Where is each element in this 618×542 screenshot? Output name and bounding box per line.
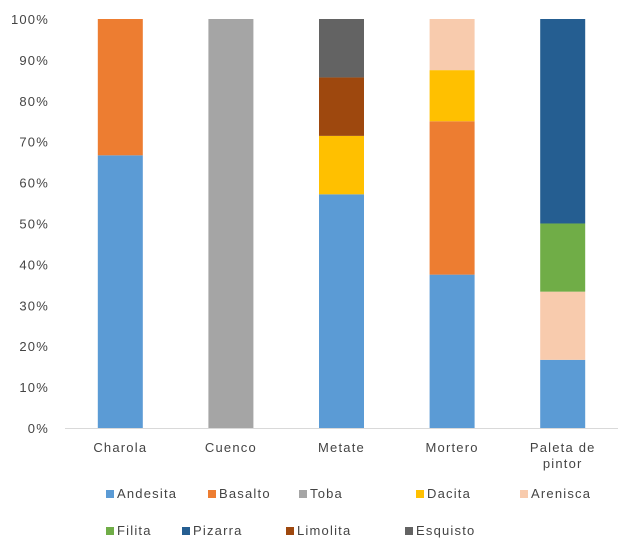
x-category-label: Paleta de pintor: [530, 440, 596, 471]
bar-segment-andesita: [97, 155, 143, 428]
legend-swatch: [286, 527, 294, 535]
bar-segment-toba: [208, 19, 254, 428]
y-tick-label: 100%: [11, 12, 49, 27]
bar-segment-filita: [540, 223, 586, 292]
legend-label: Dacita: [427, 486, 471, 501]
legend-label: Pizarra: [193, 523, 243, 538]
legend-item-filita: Filita: [106, 523, 152, 538]
bar-segment-basalto: [97, 19, 143, 156]
bar-segment-limolita: [319, 77, 364, 136]
x-category-label: Metate: [318, 440, 365, 455]
y-tick-label: 70%: [19, 135, 49, 150]
legend-swatch: [182, 527, 190, 535]
x-category-label: Cuenco: [205, 440, 257, 455]
legend-item-toba: Toba: [299, 486, 343, 501]
legend-item-limolita: Limolita: [286, 523, 351, 538]
legend-item-andesita: Andesita: [106, 486, 177, 501]
y-axis-ticks: 0% 10% 20% 30% 40% 50% 60% 70% 80% 90% 100%: [11, 12, 49, 436]
y-tick-label: 0%: [28, 421, 49, 436]
y-tick-label: 90%: [19, 53, 49, 68]
bar-segment-andesita: [540, 359, 586, 428]
bar-segment-pizarra: [540, 19, 586, 224]
legend-swatch: [520, 490, 528, 498]
x-category-label: Charola: [93, 440, 147, 455]
legend-label: Basalto: [219, 486, 271, 501]
y-tick-label: 40%: [19, 257, 49, 272]
bar-segment-arenisca: [540, 291, 586, 360]
x-category-label: Mortero: [425, 440, 478, 455]
y-tick-label: 50%: [19, 217, 49, 232]
bar-segment-andesita: [429, 274, 475, 428]
legend-swatch: [106, 490, 114, 498]
legend-swatch: [405, 527, 413, 535]
legend-swatch: [299, 490, 307, 498]
y-tick-label: 60%: [19, 176, 49, 191]
legend: Andesita Basalto Toba Dacita Arenisca Filita P…: [106, 486, 591, 538]
y-tick-label: 20%: [19, 339, 49, 354]
legend-label: Toba: [310, 486, 343, 501]
legend-label: Filita: [117, 523, 152, 538]
legend-label: Esquisto: [416, 523, 475, 538]
bar-segment-basalto: [429, 121, 475, 275]
x-axis-labels: Charola Cuenco Metate Mortero Paleta de pinto…: [93, 440, 596, 471]
y-tick-label: 10%: [19, 380, 49, 395]
bar-segment-dacita: [429, 70, 475, 122]
legend-item-esquisto: Esquisto: [405, 523, 475, 538]
legend-item-basalto: Basalto: [208, 486, 271, 501]
legend-item-dacita: Dacita: [416, 486, 471, 501]
legend-swatch: [208, 490, 216, 498]
legend-swatch: [416, 490, 424, 498]
legend-label: Limolita: [297, 523, 351, 538]
legend-item-arenisca: Arenisca: [520, 486, 591, 501]
legend-swatch: [106, 527, 114, 535]
bar-segment-andesita: [319, 194, 364, 428]
bar-segment-dacita: [319, 135, 364, 195]
legend-label: Arenisca: [531, 486, 591, 501]
bar-segment-arenisca: [429, 19, 475, 71]
y-tick-label: 30%: [19, 298, 49, 313]
bar-segment-esquisto: [319, 19, 364, 78]
legend-item-pizarra: Pizarra: [182, 523, 243, 538]
legend-label: Andesita: [117, 486, 177, 501]
bars: [97, 19, 586, 428]
y-tick-label: 80%: [19, 94, 49, 109]
